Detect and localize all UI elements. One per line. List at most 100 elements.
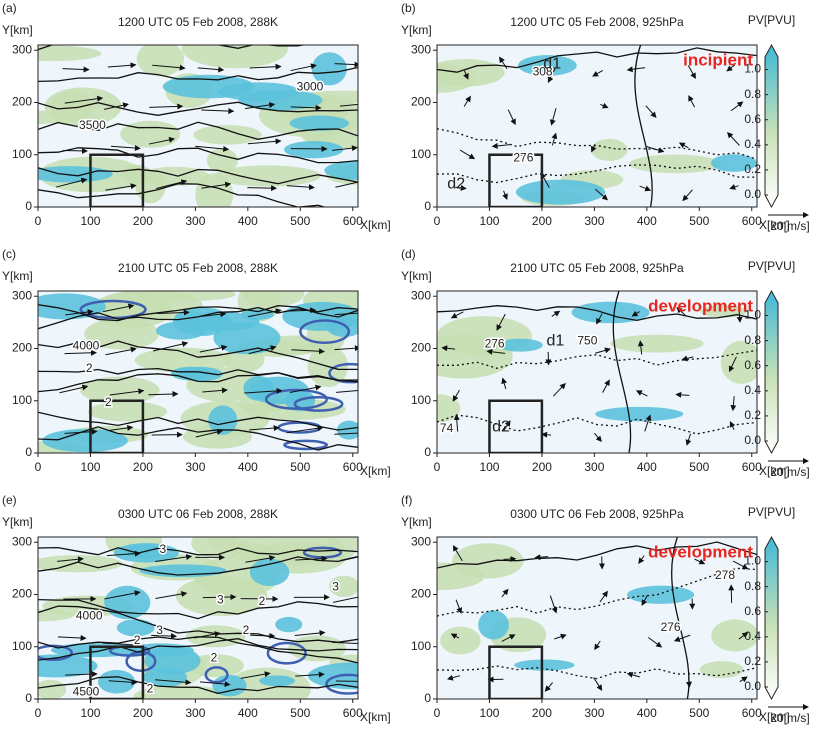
pv-shading	[243, 282, 304, 307]
contour-label: 2	[211, 651, 218, 665]
contour-label: 2	[86, 361, 93, 375]
contour-label: 2	[105, 395, 112, 409]
colorbar-tick-label: 0.2	[744, 408, 761, 422]
x-tick-label: 100	[80, 214, 100, 228]
y-tick-label: 200	[12, 341, 32, 355]
pv-shading	[610, 335, 703, 353]
x-tick-label: 300	[185, 460, 205, 474]
x-axis-label: X[km]	[360, 464, 391, 478]
pv-shading	[193, 125, 261, 145]
x-tick-label: 300	[584, 706, 604, 720]
chart-title: 0300 UTC 06 Feb 2008, 925hPa	[510, 507, 684, 521]
x-tick-label: 400	[238, 706, 258, 720]
pv-shading	[627, 586, 694, 604]
contour-label: 2	[134, 633, 141, 647]
x-tick-label: 200	[133, 706, 153, 720]
y-tick-label: 300	[411, 288, 431, 302]
contour-label: 3	[159, 542, 166, 556]
colorbar-label: PV[PVU]	[748, 13, 795, 27]
y-tick-label: 0	[25, 445, 32, 459]
panel-label: (f)	[401, 493, 412, 507]
x-tick-label: 400	[637, 460, 657, 474]
x-tick-label: 100	[479, 214, 499, 228]
x-tick-label: 500	[290, 214, 310, 228]
wind-vector	[336, 681, 370, 682]
contour-label: 278	[715, 568, 735, 582]
x-tick-label: 300	[584, 460, 604, 474]
pv-shading	[478, 610, 509, 639]
panel-label: (c)	[2, 247, 16, 261]
x-axis-label: X[km]	[360, 710, 391, 724]
x-tick-label: 500	[290, 460, 310, 474]
contour-label: 3	[332, 579, 339, 593]
colorbar-label: PV[PVU]	[748, 505, 795, 519]
y-tick-label: 300	[12, 42, 32, 56]
x-tick-label: 0	[35, 214, 42, 228]
vector-scale-label: 20[m/s]	[770, 711, 809, 725]
contour-label: 4000	[76, 609, 103, 623]
pv-shading	[516, 180, 605, 205]
y-tick-label: 0	[424, 691, 431, 705]
x-tick-label: 0	[434, 214, 441, 228]
feature-label: d1	[547, 332, 565, 349]
contour-label: 276	[513, 151, 533, 165]
colorbar-tick-label: 0.4	[744, 383, 761, 397]
y-tick-label: 0	[424, 199, 431, 213]
pv-shading	[700, 661, 744, 678]
stage-label: development	[648, 296, 753, 315]
pv-shading	[591, 139, 627, 161]
x-tick-label: 500	[290, 706, 310, 720]
y-tick-label: 300	[411, 42, 431, 56]
colorbar-label: PV[PVU]	[748, 259, 795, 273]
contour-label: 750	[577, 333, 597, 347]
y-axis-label: Y[km]	[2, 23, 33, 37]
y-tick-label: 200	[12, 95, 32, 109]
wind-vector	[503, 559, 515, 560]
x-tick-label: 200	[532, 460, 552, 474]
pv-shading	[182, 30, 288, 69]
pv-shading	[498, 339, 543, 352]
x-tick-label: 500	[689, 460, 709, 474]
x-tick-label: 0	[434, 706, 441, 720]
chart-title: 2100 UTC 05 Feb 2008, 288K	[118, 261, 278, 275]
contour-label: 3	[156, 623, 163, 637]
y-axis-label: Y[km]	[2, 515, 33, 529]
y-tick-label: 200	[12, 587, 32, 601]
pv-shading	[215, 165, 321, 186]
y-tick-label: 100	[12, 393, 32, 407]
x-tick-label: 400	[637, 214, 657, 228]
vector-scale-label: 20[m/s]	[770, 219, 809, 233]
colorbar-tick-label: 0.8	[744, 579, 761, 593]
chart-title: 0300 UTC 06 Feb 2008, 288K	[118, 507, 278, 521]
colorbar-tick-label: 0.6	[744, 358, 761, 372]
colorbar-tick-label: 0.4	[744, 629, 761, 643]
pv-shading	[595, 407, 683, 421]
x-tick-label: 200	[532, 706, 552, 720]
colorbar-tick-label: 0.0	[744, 679, 761, 693]
contour-label: 4500	[73, 685, 100, 699]
colorbar-tick-label: 0.0	[744, 187, 761, 201]
x-tick-label: 200	[532, 214, 552, 228]
wind-vector	[63, 150, 87, 151]
pv-shading	[259, 675, 295, 686]
x-tick-label: 100	[80, 706, 100, 720]
colorbar-tick-label: 0.8	[744, 333, 761, 347]
pv-shading	[250, 559, 289, 586]
x-tick-label: 400	[637, 706, 657, 720]
x-tick-label: 500	[689, 706, 709, 720]
x-tick-label: 100	[479, 460, 499, 474]
pv-shading	[156, 321, 206, 339]
colorbar-tick-label: 0.8	[744, 87, 761, 101]
colorbar-tick-label: 0.6	[744, 604, 761, 618]
y-tick-label: 100	[411, 639, 431, 653]
x-tick-label: 100	[479, 706, 499, 720]
pv-shading	[440, 627, 481, 655]
x-tick-label: 400	[238, 460, 258, 474]
x-tick-label: 300	[185, 706, 205, 720]
x-tick-label: 0	[35, 706, 42, 720]
x-tick-label: 200	[133, 460, 153, 474]
vector-scale-label: 20[m/s]	[770, 465, 809, 479]
